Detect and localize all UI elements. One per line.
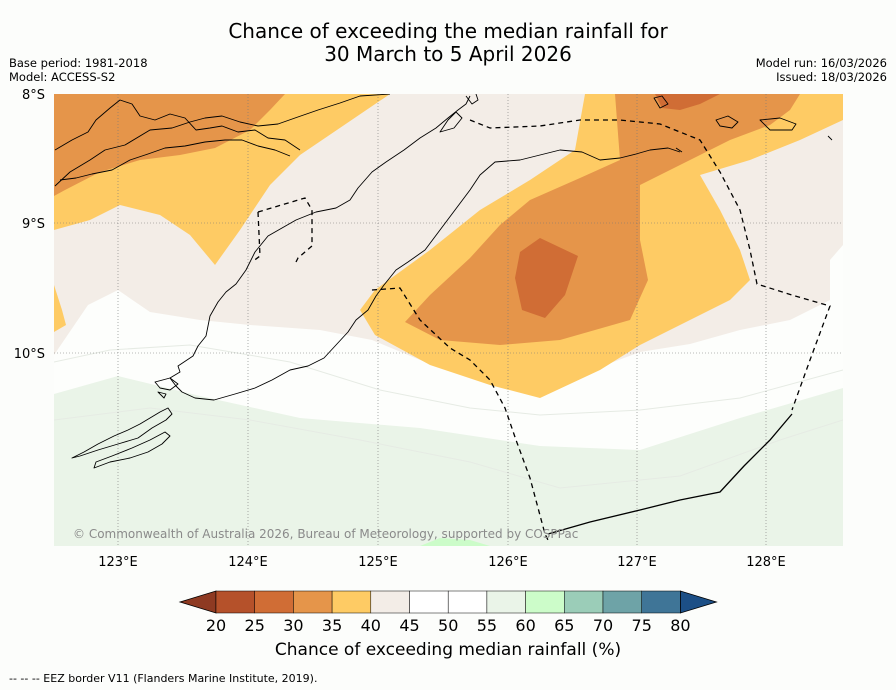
- colorbar-segment-50-55: [447, 590, 488, 614]
- colorbar-tick-50: 50: [438, 616, 458, 635]
- band-25-30-north: [655, 94, 720, 110]
- colorbar-segment-40-45: [370, 590, 410, 614]
- base-period: Base period: 1981-2018: [9, 56, 148, 70]
- coastlines: [54, 94, 833, 469]
- colorbar-tick-75: 75: [632, 616, 652, 635]
- colorbar-tick-55: 55: [477, 616, 497, 635]
- colorbar-tick-35: 35: [322, 616, 342, 635]
- eez-border-east: [469, 119, 831, 411]
- lon-label-126e: 126°E: [488, 555, 528, 570]
- colorbar-segment-25-30: [254, 590, 294, 614]
- colorbar-tick-70: 70: [593, 616, 613, 635]
- colorbar-tick-60: 60: [515, 616, 535, 635]
- colorbar-tick-40: 40: [361, 616, 381, 635]
- band-30-35-main: [405, 94, 800, 345]
- colorbar-tick-45: 45: [399, 616, 419, 635]
- lon-label-123e: 123°E: [98, 555, 138, 570]
- colorbar-segment-20-25: [215, 590, 255, 614]
- colorbar-segment-70-75: [602, 590, 642, 614]
- lon-label-127e: 127°E: [617, 555, 657, 570]
- colorbar-tick-25: 25: [245, 616, 265, 635]
- colorbar-tick-80: 80: [670, 616, 690, 635]
- contour-line-2: [54, 407, 843, 489]
- colorbar-segment-35-40: [331, 590, 372, 614]
- colorbar-segment-65-70: [564, 590, 604, 614]
- band-55-60: [54, 376, 843, 546]
- colorbar-title: Chance of exceeding median rainfall (%): [274, 640, 622, 660]
- eez-border-south: [547, 413, 793, 535]
- colorbar-extend-high: [680, 590, 718, 614]
- copyright-notice: © Commonwealth of Australia 2026, Bureau…: [73, 527, 579, 541]
- gridlines: [54, 94, 843, 546]
- band-25-30-center: [515, 238, 578, 318]
- colorbar-segment-60-65: [525, 590, 565, 614]
- colorbar-extend-low: [178, 590, 217, 614]
- title-line-1: Chance of exceeding the median rainfall …: [228, 19, 668, 43]
- lon-label-125e: 125°E: [358, 555, 398, 570]
- colorbar-tick-30: 30: [283, 616, 303, 635]
- colorbar-segment-55-60: [486, 590, 526, 614]
- model-run: Model run: 16/03/2026: [755, 56, 887, 70]
- band-35-40-west: [54, 285, 66, 332]
- title-line-2: 30 March to 5 April 2026: [324, 42, 572, 66]
- meta-right: Model run: 16/03/2026 Issued: 18/03/2026: [756, 56, 887, 84]
- lat-label-9s: 9°S: [22, 217, 45, 232]
- colorbar: 20 25 30 35 40 45 50 55 60 65 70 75 80: [178, 590, 718, 635]
- footer-note: -- -- -- EEZ border V11 (Flanders Marine…: [9, 672, 318, 685]
- map-area: [54, 94, 843, 546]
- colorbar-segment-30-35: [293, 590, 333, 614]
- colorbar-tick-20: 20: [206, 616, 226, 635]
- colorbar-segment-75-80: [641, 590, 681, 614]
- lon-label-124e: 124°E: [228, 555, 268, 570]
- band-30-35-northwest: [54, 94, 285, 196]
- eez-border-west: [251, 197, 549, 541]
- lon-label-128e: 128°E: [746, 555, 786, 570]
- chart-title: Chance of exceeding the median rainfall …: [0, 20, 896, 66]
- lat-label-8s: 8°S: [22, 88, 45, 103]
- lat-label-10s: 10°S: [14, 347, 45, 362]
- meta-left: Base period: 1981-2018 Model: ACCESS-S2: [9, 56, 148, 84]
- contour-line-1: [54, 344, 843, 416]
- colorbar-tick-65: 65: [554, 616, 574, 635]
- band-60-65: [420, 538, 490, 546]
- issued-date: Issued: 18/03/2026: [776, 70, 887, 84]
- model-name: Model: ACCESS-S2: [9, 70, 116, 84]
- colorbar-segment-45-50: [409, 590, 449, 614]
